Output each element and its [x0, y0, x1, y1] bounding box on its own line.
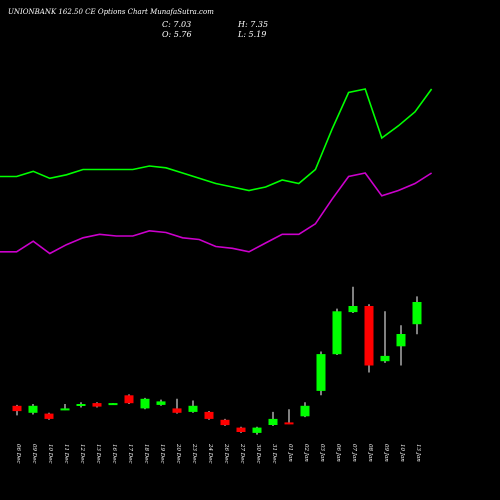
candle [300, 402, 310, 418]
candle-body-down [236, 427, 246, 432]
candle [380, 311, 390, 363]
x-tick-label: 12 Dec [79, 444, 85, 464]
x-tick-label: 16 Dec [111, 444, 117, 464]
candle-body-up [380, 355, 390, 362]
x-tick-label: 24 Dec [207, 443, 213, 464]
candle [316, 351, 326, 396]
candle-body-up [412, 302, 422, 325]
x-tick-label: 17 Dec [127, 444, 133, 464]
candle-body-up [252, 427, 262, 433]
x-axis-labels: 06 Dec 09 Dec 10 Dec 11 Dec 12 Dec 13 Dec 16 D… [15, 443, 421, 464]
candle [412, 296, 422, 335]
candle-body-up [60, 408, 70, 411]
x-tick-label: 18 Dec [143, 444, 149, 464]
candle [12, 404, 22, 416]
candle [252, 426, 262, 435]
x-tick-label: 26 Dec [223, 443, 229, 464]
low-label: L: 5.19 [237, 30, 266, 39]
high-label: H: 7.35 [237, 20, 268, 29]
candle-body-up [268, 418, 278, 425]
x-tick-label: 03 Jan [319, 444, 325, 462]
x-tick-label: 19 Dec [159, 444, 165, 464]
candle-body-up [140, 398, 150, 409]
candle-body-down [172, 408, 182, 413]
x-tick-label: 30 Dec [255, 444, 261, 464]
candle-body-up [396, 334, 406, 347]
candle [156, 399, 166, 406]
x-tick-label: 02 Jan [303, 444, 309, 462]
indicator-lines [0, 88, 433, 255]
x-tick-label: 11 Dec [63, 444, 69, 464]
candle [332, 308, 342, 355]
candle-body-up [300, 405, 310, 417]
candle-body-down [284, 422, 294, 425]
x-tick-label: 06 Dec [15, 444, 21, 464]
chart-title: UNIONBANK 162.50 CE Options Chart Munafa… [8, 8, 214, 16]
x-tick-label: 09 Jan [383, 444, 389, 462]
candle-body-up [332, 311, 342, 355]
candle-body-up [28, 405, 38, 413]
candle [172, 398, 182, 414]
candle-body-down [220, 419, 230, 426]
x-tick-label: 31 Dec [271, 444, 277, 464]
candle-body-up [188, 405, 198, 412]
candle-body-down [124, 395, 134, 404]
x-tick-label: 06 Jan [335, 444, 341, 462]
x-tick-label: 10 Dec [47, 444, 53, 464]
candle [204, 411, 214, 420]
candle [76, 402, 86, 408]
candle-body-down [44, 413, 54, 419]
x-tick-label: 01 Jan [287, 444, 293, 462]
x-tick-label: 08 Jan [367, 444, 373, 462]
x-tick-label: 10 Jan [399, 444, 405, 462]
x-tick-label: 23 Dec [191, 443, 197, 464]
lower-band-line [0, 172, 433, 255]
candle [348, 286, 358, 313]
candles [12, 286, 422, 435]
candle [92, 402, 102, 408]
candle-body-up [108, 403, 118, 406]
candle [108, 403, 118, 406]
upper-band-line [0, 88, 433, 192]
x-tick-label: 13 Dec [95, 444, 101, 464]
candle [268, 411, 278, 426]
candle [396, 325, 406, 366]
candle-body-down [92, 403, 102, 407]
candle [364, 304, 374, 373]
candle-body-down [364, 306, 374, 366]
candle [188, 400, 198, 413]
x-tick-label: 20 Dec [175, 443, 181, 464]
candle-body-up [348, 306, 358, 313]
close-label: C: 7.03 [162, 20, 191, 29]
candle [124, 394, 134, 404]
candle-body-up [156, 401, 166, 405]
x-tick-label: 13 Jan [415, 444, 421, 462]
candle [236, 426, 246, 433]
candle [140, 397, 150, 410]
x-tick-label: 07 Jan [351, 444, 357, 462]
candle [44, 412, 54, 420]
candle-body-down [204, 411, 214, 419]
candle [284, 409, 294, 425]
candle [220, 418, 230, 426]
x-tick-label: 27 Dec [239, 443, 245, 464]
candle [28, 404, 38, 415]
open-label: O: 5.76 [162, 30, 192, 39]
candle-body-down [12, 405, 22, 412]
candle [60, 404, 70, 411]
x-tick-label: 09 Dec [31, 444, 37, 464]
candle-body-up [316, 354, 326, 391]
candle-body-up [76, 404, 86, 406]
